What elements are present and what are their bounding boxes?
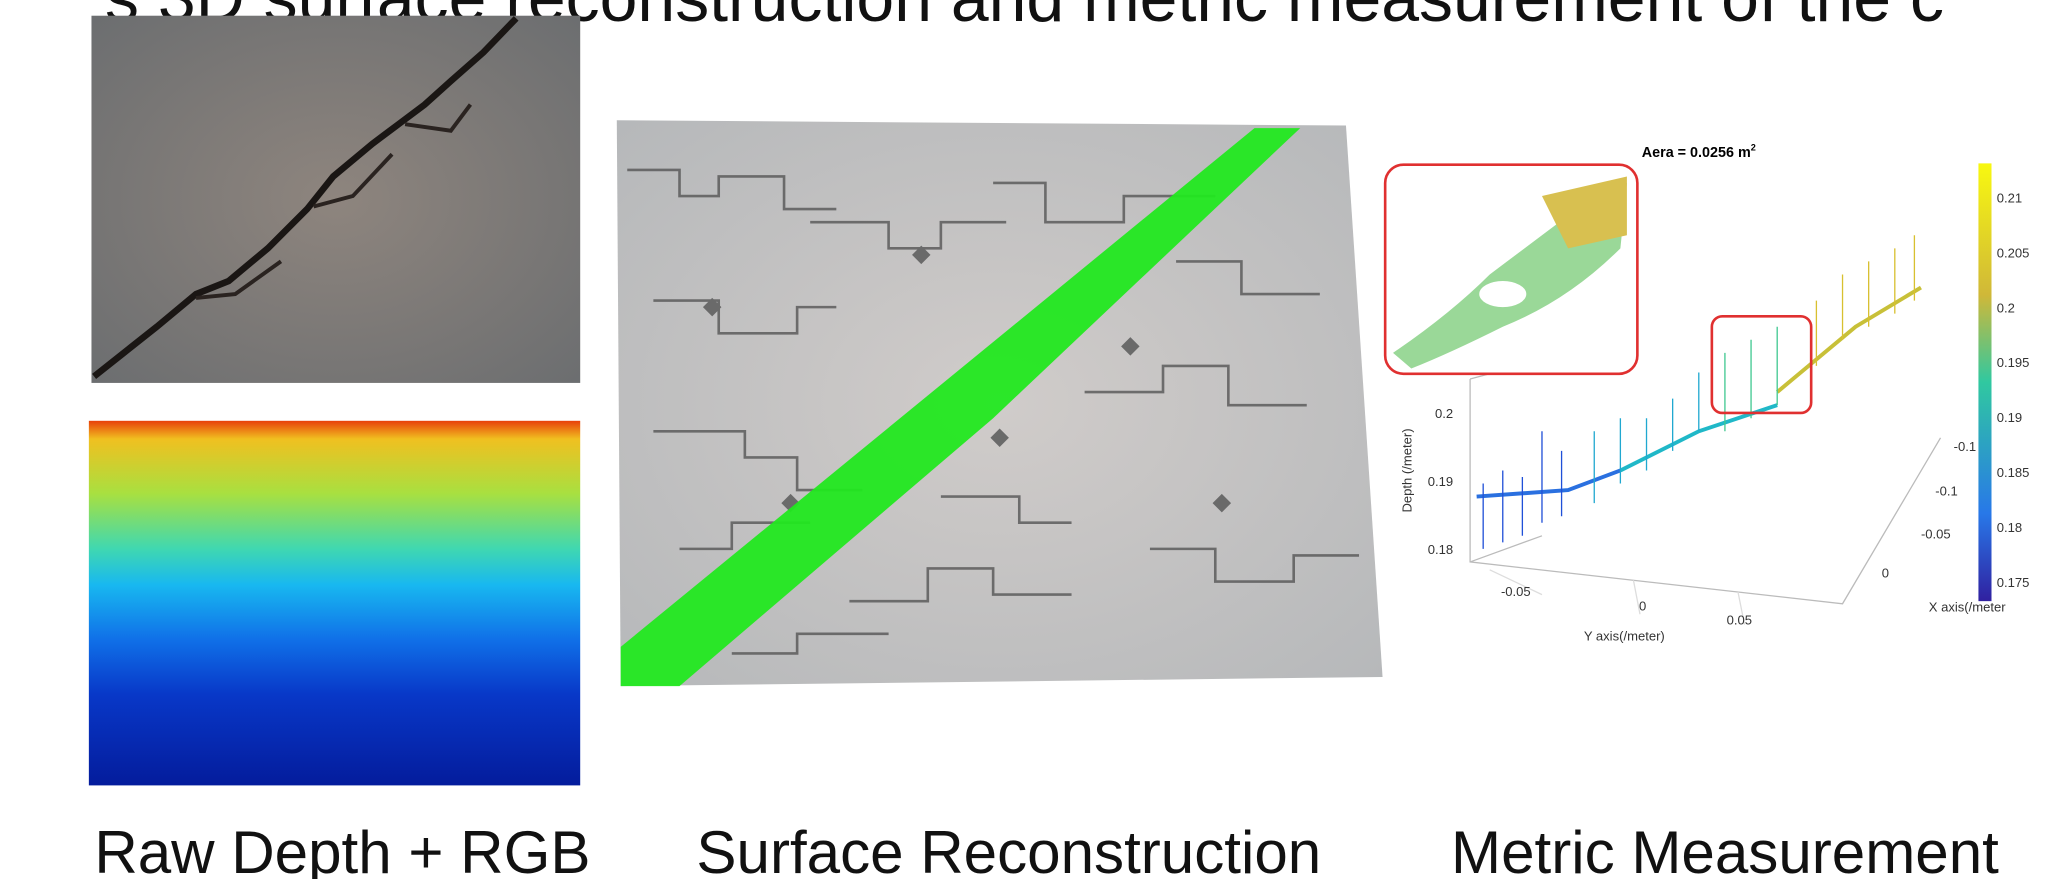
colorbar-tick: 0.205 bbox=[1997, 245, 2030, 260]
plot-title-text: Aera = 0.0256 m bbox=[1642, 145, 1751, 161]
colorbar-tick: 0.195 bbox=[1997, 355, 2030, 370]
colorbar-ticks: 0.21 0.205 0.2 0.195 0.19 0.185 0.18 0.175 bbox=[1997, 191, 2030, 590]
colorbar bbox=[1978, 163, 1991, 601]
highlight bbox=[1712, 316, 1811, 413]
y-tick: -0.05 bbox=[1501, 584, 1531, 599]
figure: s 3D surface reconstruction and metric m… bbox=[0, 0, 2049, 879]
z-tick: 0.18 bbox=[1428, 542, 1453, 557]
x-tick: -0.1 bbox=[1935, 483, 1957, 498]
y-tick: 0.05 bbox=[1727, 613, 1752, 628]
caption: Metric Measurement bbox=[1451, 819, 1999, 879]
colorbar-tick: 0.19 bbox=[1997, 410, 2022, 425]
x-tick: -0.05 bbox=[1921, 526, 1951, 541]
z-tick: 0.2 bbox=[1435, 406, 1453, 421]
x-tick: 0 bbox=[1882, 566, 1889, 581]
colorbar-tick: 0.21 bbox=[1997, 191, 2022, 206]
plot bbox=[1470, 353, 1940, 625]
colorbar-tick: 0.185 bbox=[1997, 465, 2030, 480]
inset-hole bbox=[1479, 281, 1526, 307]
y-tick: 0 bbox=[1639, 598, 1646, 613]
rgb-image bbox=[91, 16, 580, 383]
surface-image bbox=[617, 120, 1383, 686]
page: s 3D surface reconstruction and metric m… bbox=[0, 0, 2049, 879]
x-label: X axis(/meter bbox=[1929, 600, 2007, 615]
plot-title: Aera = 0.0256 m2 bbox=[1642, 142, 1756, 161]
x-tick: -0.1 bbox=[1954, 439, 1976, 454]
colorbar-tick: 0.2 bbox=[1997, 300, 2015, 315]
caption: Raw Depth + RGB bbox=[94, 819, 590, 879]
z-label: Depth (/meter) bbox=[1399, 428, 1414, 512]
plot-title-sup: 2 bbox=[1751, 142, 1756, 152]
colorbar-tick: 0.18 bbox=[1997, 520, 2022, 535]
depth-image bbox=[89, 421, 580, 786]
z-tick: 0.19 bbox=[1428, 474, 1453, 489]
y-label: Y axis(/meter) bbox=[1584, 628, 1665, 643]
colorbar-tick: 0.175 bbox=[1997, 575, 2030, 590]
caption: Surface Reconstruction bbox=[696, 819, 1321, 879]
